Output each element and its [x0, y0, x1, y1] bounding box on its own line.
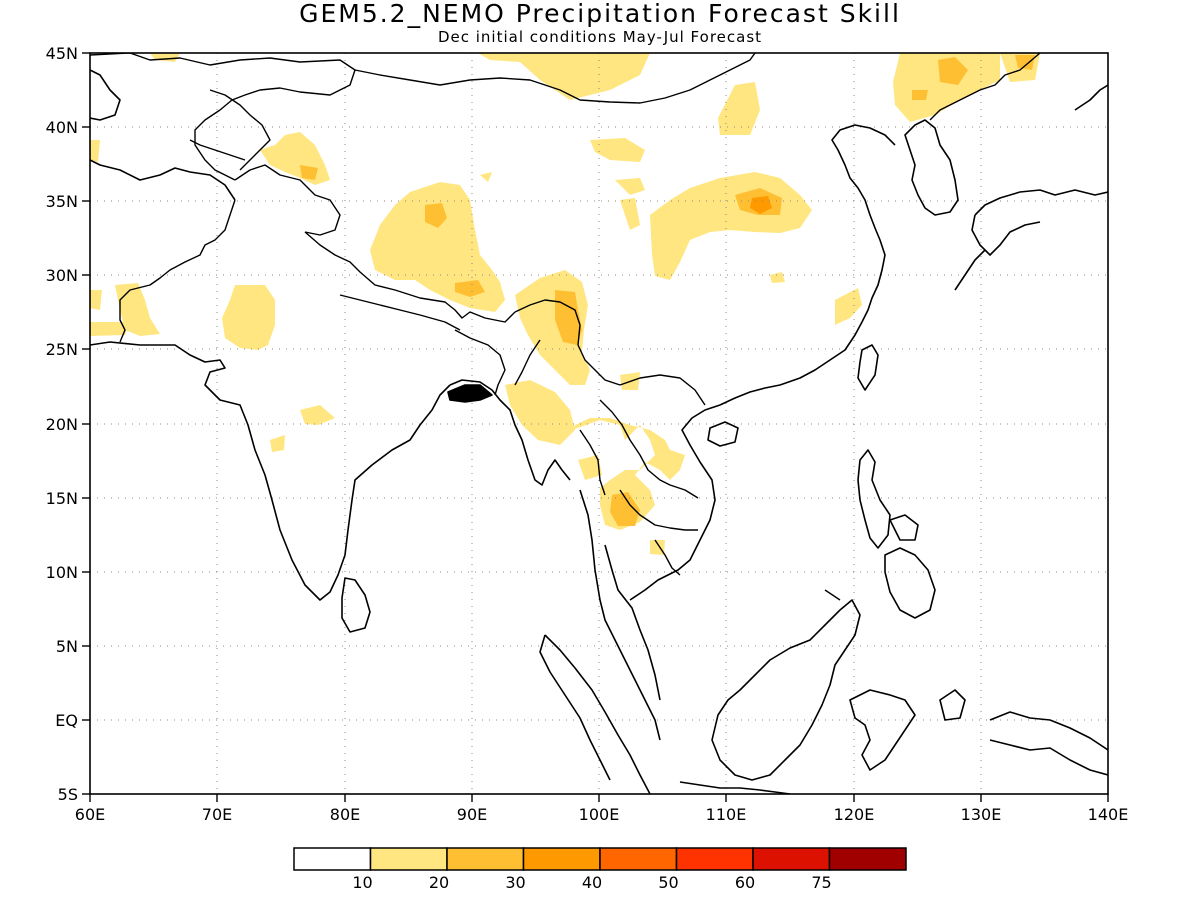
colorbar-label: 75	[811, 873, 831, 892]
colorbar-label: 40	[582, 873, 602, 892]
colorbar-label: 20	[429, 873, 449, 892]
lon-tick-label: 110E	[706, 805, 747, 824]
colorbar-swatch	[522, 847, 601, 871]
lat-tick-label: 5S	[58, 785, 78, 804]
country-borders	[90, 53, 1041, 601]
lat-tick-label: 5N	[56, 637, 78, 656]
lon-tick-labels: 60E 70E 80E 90E 100E 110E 120E 130E 140E	[75, 805, 1129, 824]
colorbar-swatch	[752, 847, 831, 871]
plot-frame	[89, 52, 1109, 795]
lat-tick-label: 35N	[46, 192, 78, 211]
colorbar-label: 10	[352, 873, 372, 892]
colorbar-swatch	[446, 847, 525, 871]
lat-tick-label: 25N	[46, 340, 78, 359]
map-subtitle: Dec initial conditions May-Jul Forecast	[437, 28, 763, 46]
lon-tick-label: 120E	[834, 805, 875, 824]
coastlines	[90, 69, 1108, 794]
lat-tick-label: 45N	[46, 44, 78, 63]
lon-tick-label: 80E	[330, 805, 360, 824]
skill-20-30-areas	[300, 55, 1035, 526]
map-grid	[90, 53, 1108, 794]
colorbar-label: 60	[735, 873, 755, 892]
tick-marks	[82, 52, 1109, 802]
colorbar-swatch	[599, 847, 678, 871]
lat-tick-labels: 45N 40N 35N 30N 25N 20N 15N 10N 5N EQ 5S	[46, 44, 78, 804]
colorbar-swatch	[828, 847, 907, 871]
lat-tick-label: 20N	[46, 415, 78, 434]
colorbar-label: 50	[658, 873, 678, 892]
lon-tick-label: 100E	[579, 805, 620, 824]
lat-tick-label: 40N	[46, 118, 78, 137]
skill-shading	[90, 53, 1040, 555]
colorbar-label: 30	[505, 873, 525, 892]
lon-tick-label: 140E	[1088, 805, 1129, 824]
lon-tick-label: 90E	[457, 805, 487, 824]
map-title: GEM5.2_NEMO Precipitation Forecast Skill	[299, 0, 901, 28]
lat-tick-label: 10N	[46, 563, 78, 582]
lat-tick-label: 15N	[46, 489, 78, 508]
lon-tick-label: 130E	[961, 805, 1002, 824]
lat-tick-label: EQ	[55, 711, 78, 730]
colorbar: 10 20 30 40 50 60 75	[293, 847, 907, 892]
colorbar-swatch	[369, 847, 448, 871]
lat-tick-label: 30N	[46, 266, 78, 285]
lon-tick-label: 70E	[202, 805, 232, 824]
lon-tick-label: 60E	[75, 805, 105, 824]
colorbar-swatch	[293, 847, 372, 871]
colorbar-swatch	[675, 847, 754, 871]
